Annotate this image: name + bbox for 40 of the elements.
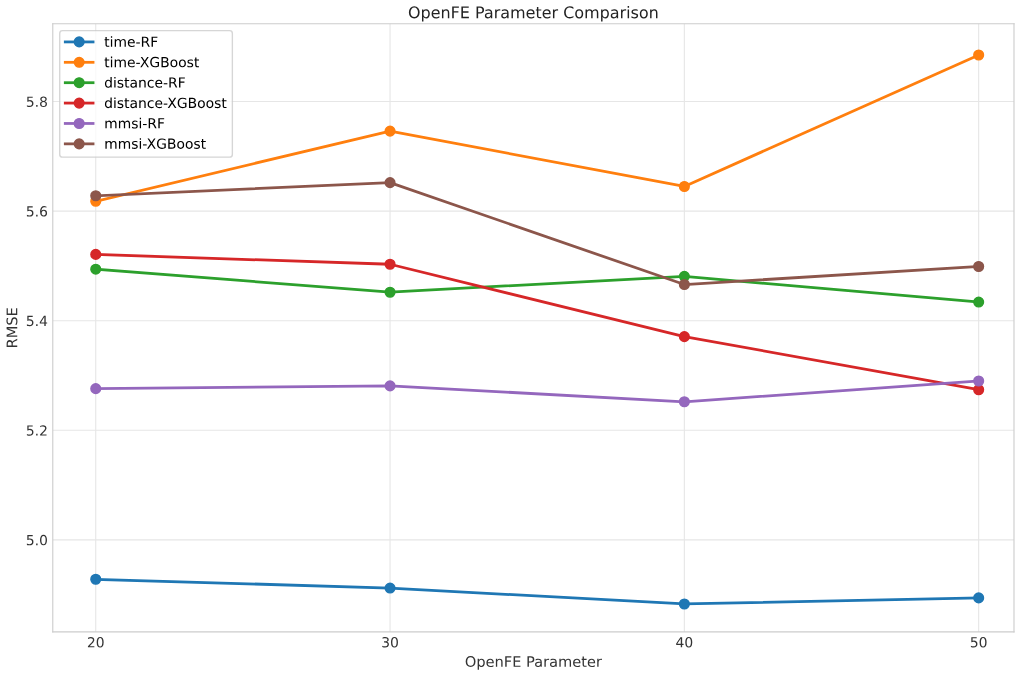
point: [90, 383, 102, 395]
point: [384, 582, 396, 594]
x-tick-label: 30: [382, 637, 398, 648]
point: [678, 278, 690, 291]
point: [973, 49, 985, 61]
point: [90, 263, 102, 275]
point: [678, 598, 690, 610]
point: [973, 260, 985, 273]
x-tick-label: 40: [676, 637, 693, 648]
y-tick-label: 5.4: [26, 315, 48, 327]
point: [90, 573, 102, 585]
legend-label: time-RF: [104, 36, 158, 47]
point: [90, 190, 102, 202]
y-tick-label: 5.2: [26, 425, 47, 436]
point: [384, 177, 396, 189]
point: [678, 396, 690, 408]
point: [384, 286, 396, 298]
legend-label: distance-XGBoost: [104, 97, 227, 109]
legend-label: time-XGBoost: [104, 56, 200, 68]
point: [384, 380, 396, 392]
point: [384, 258, 396, 270]
y-tick-label: 5.8: [26, 96, 47, 108]
y-axis-title: RMSE: [6, 308, 18, 347]
point: [973, 384, 985, 396]
legend-label: mmsi-XGBoost: [105, 138, 206, 149]
point: [973, 375, 985, 387]
x-tick-label: 20: [87, 637, 104, 648]
point: [973, 296, 985, 308]
point: [678, 331, 690, 343]
point: [384, 125, 396, 137]
chart-title: OpenFE Parameter Comparison: [408, 6, 658, 22]
point: [678, 180, 690, 193]
y-tick-label: 5.6: [26, 206, 48, 217]
x-axis-title: OpenFE Parameter: [465, 656, 602, 670]
legend-label: mmsi-RF: [105, 117, 165, 129]
legend-label: distance-RF: [104, 77, 185, 88]
x-tick-label: 50: [970, 637, 987, 648]
y-tick-label: 5.0: [26, 534, 47, 546]
point: [973, 592, 985, 604]
point: [90, 248, 102, 260]
